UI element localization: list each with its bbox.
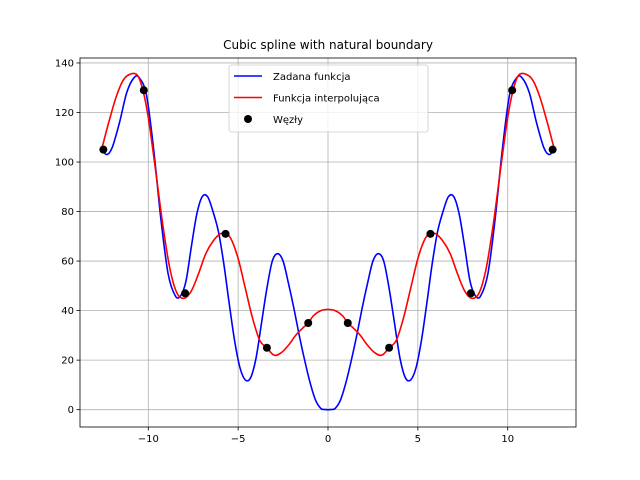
node-point: [181, 289, 190, 298]
plot-area: [99, 72, 557, 411]
node-point: [99, 145, 108, 154]
y-tick-label: 0: [68, 405, 74, 416]
series-line-0: [100, 75, 556, 411]
legend-label-1: Funkcja interpolująca: [273, 94, 380, 105]
node-point: [426, 229, 435, 238]
node-point: [508, 86, 517, 95]
x-tick-label: 10: [501, 434, 514, 445]
y-tick-label: 60: [61, 257, 74, 268]
node-point: [304, 318, 313, 327]
x-tick-label: −10: [138, 434, 159, 445]
y-tick-label: 20: [61, 356, 74, 367]
legend-box: [228, 64, 429, 133]
node-point: [385, 343, 394, 352]
node-point: [139, 86, 148, 95]
legend-swatch-2: [244, 115, 252, 123]
x-tick-label: 5: [415, 434, 421, 445]
y-tick-label: 80: [61, 207, 74, 218]
node-point: [548, 145, 557, 154]
y-tick-label: 140: [55, 58, 74, 69]
x-tick-label: 0: [325, 434, 331, 445]
node-point: [262, 343, 271, 352]
node-point: [466, 289, 475, 298]
legend-label-0: Zadana funkcja: [273, 72, 351, 83]
x-tick-label: −5: [231, 434, 246, 445]
chart-title: Cubic spline with natural boundary: [223, 38, 433, 52]
node-point: [343, 318, 352, 327]
node-point: [221, 229, 230, 238]
series-line-1: [100, 72, 556, 357]
y-tick-label: 120: [55, 108, 74, 119]
y-tick-label: 40: [61, 306, 74, 317]
legend-label-2: Węzły: [273, 115, 303, 126]
legend: Zadana funkcja Funkcja interpolująca Węzły: [228, 64, 429, 133]
y-tick-label: 100: [55, 158, 74, 169]
